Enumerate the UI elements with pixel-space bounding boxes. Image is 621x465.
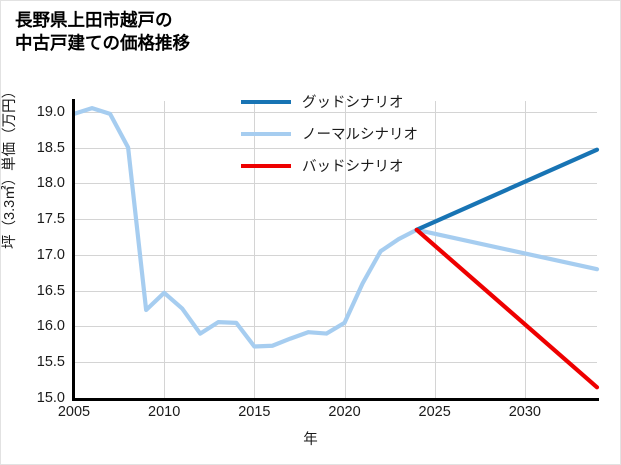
y-tick-label: 17.5 — [36, 211, 65, 228]
gridline-horizontal — [74, 219, 597, 221]
y-tick-label: 15.5 — [36, 354, 65, 371]
x-axis-spine — [72, 398, 599, 401]
chart-title: 長野県上田市越戸の 中古戸建ての価格推移 — [15, 10, 190, 54]
x-tick-label: 2005 — [57, 404, 91, 420]
gridline-horizontal — [74, 362, 597, 364]
line-normal-scenario — [71, 106, 600, 349]
y-tick-label: 16.5 — [36, 282, 65, 299]
y-tick-label: 17.0 — [36, 246, 65, 263]
y-tick-label: 18.5 — [36, 139, 65, 156]
y-tick-label: 15.0 — [36, 390, 65, 406]
line-bad-scenario — [414, 227, 600, 390]
gridline-vertical — [434, 101, 436, 398]
gridline-vertical — [164, 101, 166, 398]
y-axis-spine — [72, 99, 75, 401]
legend-item[interactable]: ノーマルシナリオ — [241, 123, 418, 144]
series-layer — [71, 106, 600, 390]
legend-label: ノーマルシナリオ — [302, 127, 418, 143]
x-tick-label: 2025 — [418, 404, 451, 420]
x-tick-label: 2030 — [508, 404, 541, 420]
legend-swatch-icon — [241, 131, 291, 136]
gridline-vertical — [254, 101, 256, 398]
legend-swatch-icon — [241, 99, 291, 104]
y-axis-label: 坪（3.3㎡）単価（万円） — [2, 83, 18, 249]
y-tick-label: 16.0 — [36, 318, 65, 335]
x-tick-label: 2015 — [238, 404, 271, 420]
gridline-horizontal — [74, 111, 597, 113]
plot-area — [71, 101, 600, 399]
line-good-scenario — [414, 147, 600, 232]
x-tick-label: 2020 — [328, 404, 361, 420]
gridline-vertical — [524, 101, 526, 398]
gridline-horizontal — [74, 254, 597, 256]
chart-legend: グッドシナリオ ノーマルシナリオ バッドシナリオ — [241, 91, 418, 176]
y-tick-label: 18.0 — [36, 175, 65, 192]
y-tick-label: 19.0 — [36, 103, 65, 120]
x-tick-label: 2010 — [148, 404, 181, 420]
legend-item[interactable]: バッドシナリオ — [241, 155, 418, 176]
gridline-horizontal — [74, 147, 597, 149]
legend-label: バッドシナリオ — [302, 159, 404, 175]
legend-swatch-icon — [241, 163, 291, 168]
gridline-horizontal — [74, 290, 597, 292]
legend-item[interactable]: グッドシナリオ — [241, 91, 418, 112]
legend-label: グッドシナリオ — [302, 95, 404, 111]
gridline-vertical — [344, 101, 346, 398]
gridline-horizontal — [74, 183, 597, 185]
x-axis-label: 年 — [303, 432, 318, 448]
